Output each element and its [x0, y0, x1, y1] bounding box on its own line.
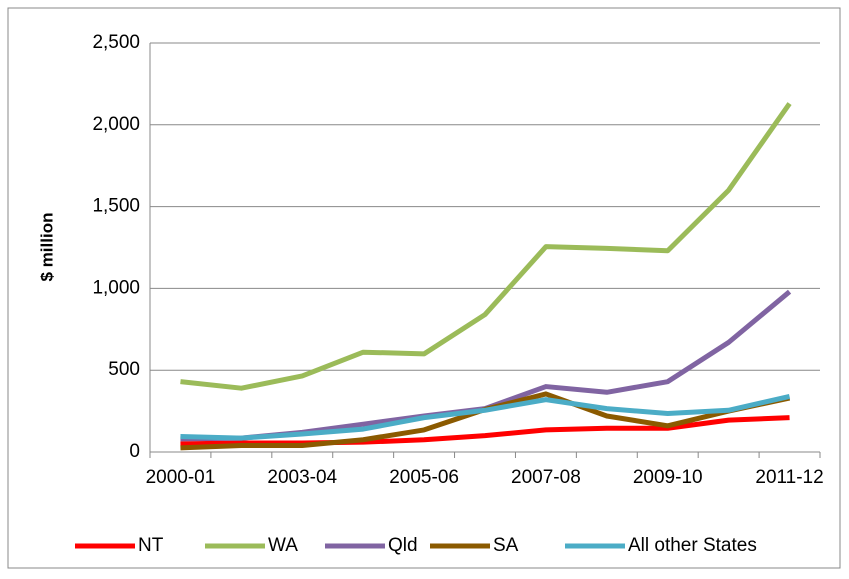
y-tick-label: 0	[129, 441, 140, 462]
y-tick-label: 1,000	[92, 277, 140, 298]
legend-label: Qld	[388, 535, 418, 556]
series-line	[180, 102, 792, 391]
legend-label: NT	[138, 535, 164, 556]
y-tick-label: 2,500	[92, 32, 140, 53]
x-tick-label: 2005-06	[389, 467, 459, 488]
y-axis-label: $ million	[37, 213, 56, 282]
y-tick-label: 1,500	[92, 196, 140, 217]
x-tick-label: 2003-04	[267, 467, 337, 488]
legend-label: SA	[493, 535, 519, 556]
x-tick-label: 2009-10	[633, 467, 703, 488]
x-tick-label: 2000-01	[146, 467, 216, 488]
x-tick-label: 2007-08	[511, 467, 581, 488]
series-line	[180, 393, 791, 441]
y-tick-label: 500	[108, 359, 140, 380]
legend-label: All other States	[628, 535, 757, 556]
legend-label: WA	[268, 535, 298, 556]
y-tick-label: 2,000	[92, 114, 140, 135]
x-tick-label: 2011-12	[755, 467, 823, 488]
